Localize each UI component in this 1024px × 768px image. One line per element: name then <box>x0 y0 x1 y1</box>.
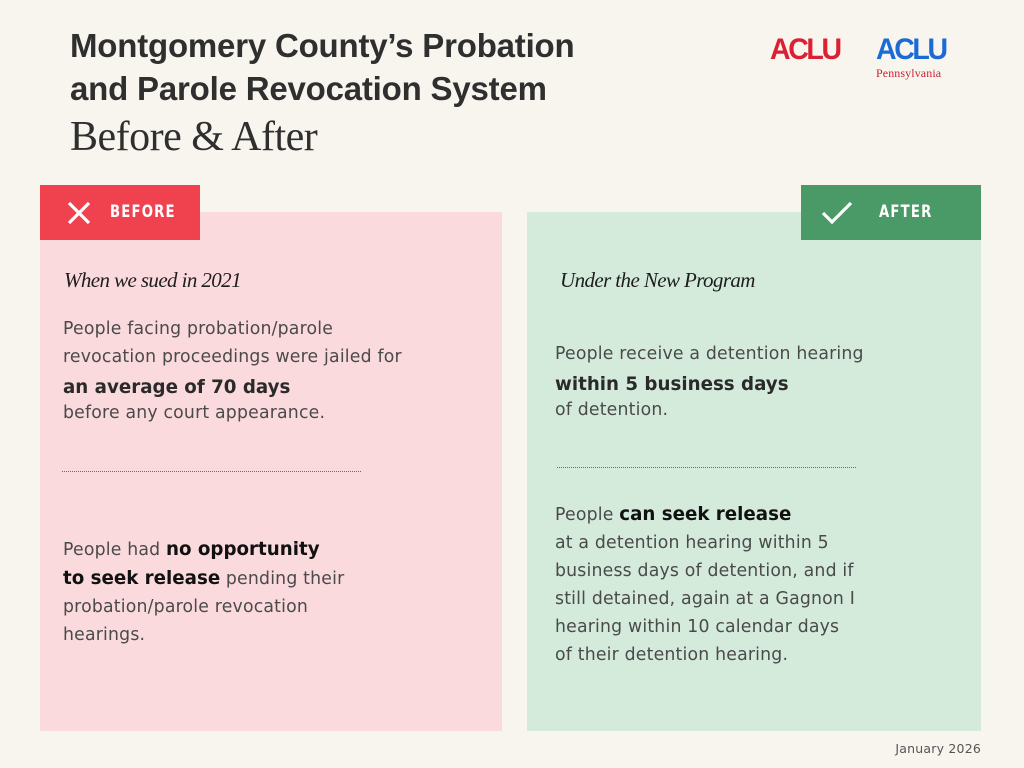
after-point-2-line-1: People can seek release <box>555 503 792 525</box>
after-divider <box>557 467 856 468</box>
after-badge-label: AFTER <box>879 202 933 222</box>
before-divider <box>62 471 361 472</box>
before-point-1-highlight: an average of 70 days <box>63 376 291 398</box>
after-point-1: People receive a detention hearing withi… <box>555 340 864 424</box>
after-point-1-highlight: within 5 business days <box>555 373 789 395</box>
after-point-2-line-2: at a detention hearing within 5 <box>555 532 829 553</box>
after-point-2-line-5: hearing within 10 calendar days <box>555 616 840 637</box>
before-badge: BEFORE <box>40 185 200 240</box>
title-line-2: and Parole Revocation System <box>70 70 547 107</box>
title-line-1: Montgomery County’s Probation <box>70 27 575 64</box>
after-point-2-line-3: business days of detention, and if <box>555 560 854 581</box>
before-point-2-highlight-1: no opportunity <box>166 538 320 560</box>
aclu-logo: ACLU <box>770 33 842 66</box>
footer-date: January 2026 <box>895 741 981 756</box>
after-point-1-line-1: People receive a detention hearing <box>555 343 864 364</box>
before-point-1-line-4: before any court appearance. <box>63 402 326 423</box>
before-badge-label: BEFORE <box>110 202 176 222</box>
after-point-1-line-3: of detention. <box>555 399 669 420</box>
before-point-2-line-4: hearings. <box>63 624 146 645</box>
check-icon <box>821 201 853 225</box>
after-point-2: People can seek release at a detention h… <box>555 500 855 669</box>
page-subtitle: Before & After <box>70 114 318 160</box>
before-point-2-line-1: People had no opportunity <box>63 538 320 560</box>
after-point-2-highlight: can seek release <box>619 503 792 525</box>
before-point-2-line-3: probation/parole revocation <box>63 596 309 617</box>
before-point-1-line-2: revocation proceedings were jailed for <box>63 346 402 367</box>
after-point-2-line-6: of their detention hearing. <box>555 644 789 665</box>
x-icon <box>67 201 91 225</box>
before-point-1: People facing probation/parole revocatio… <box>63 315 402 427</box>
before-point-1-line-1: People facing probation/parole <box>63 318 334 339</box>
page-title: Montgomery County’s Probation and Parole… <box>70 24 575 110</box>
after-badge: AFTER <box>801 185 981 240</box>
before-subhead: When we sued in 2021 <box>64 268 242 292</box>
after-point-2-line-4: still detained, again at a Gagnon I <box>555 588 856 609</box>
before-point-2-line-2: to seek release pending their <box>63 567 345 589</box>
before-point-2: People had no opportunity to seek releas… <box>63 535 344 649</box>
aclu-pennsylvania-logo: ACLU <box>876 33 948 66</box>
after-subhead: Under the New Program <box>560 268 755 292</box>
aclu-pennsylvania-logo-subtext: Pennsylvania <box>876 66 942 80</box>
before-point-2-highlight-2: to seek release <box>63 567 221 589</box>
after-panel <box>527 212 981 731</box>
